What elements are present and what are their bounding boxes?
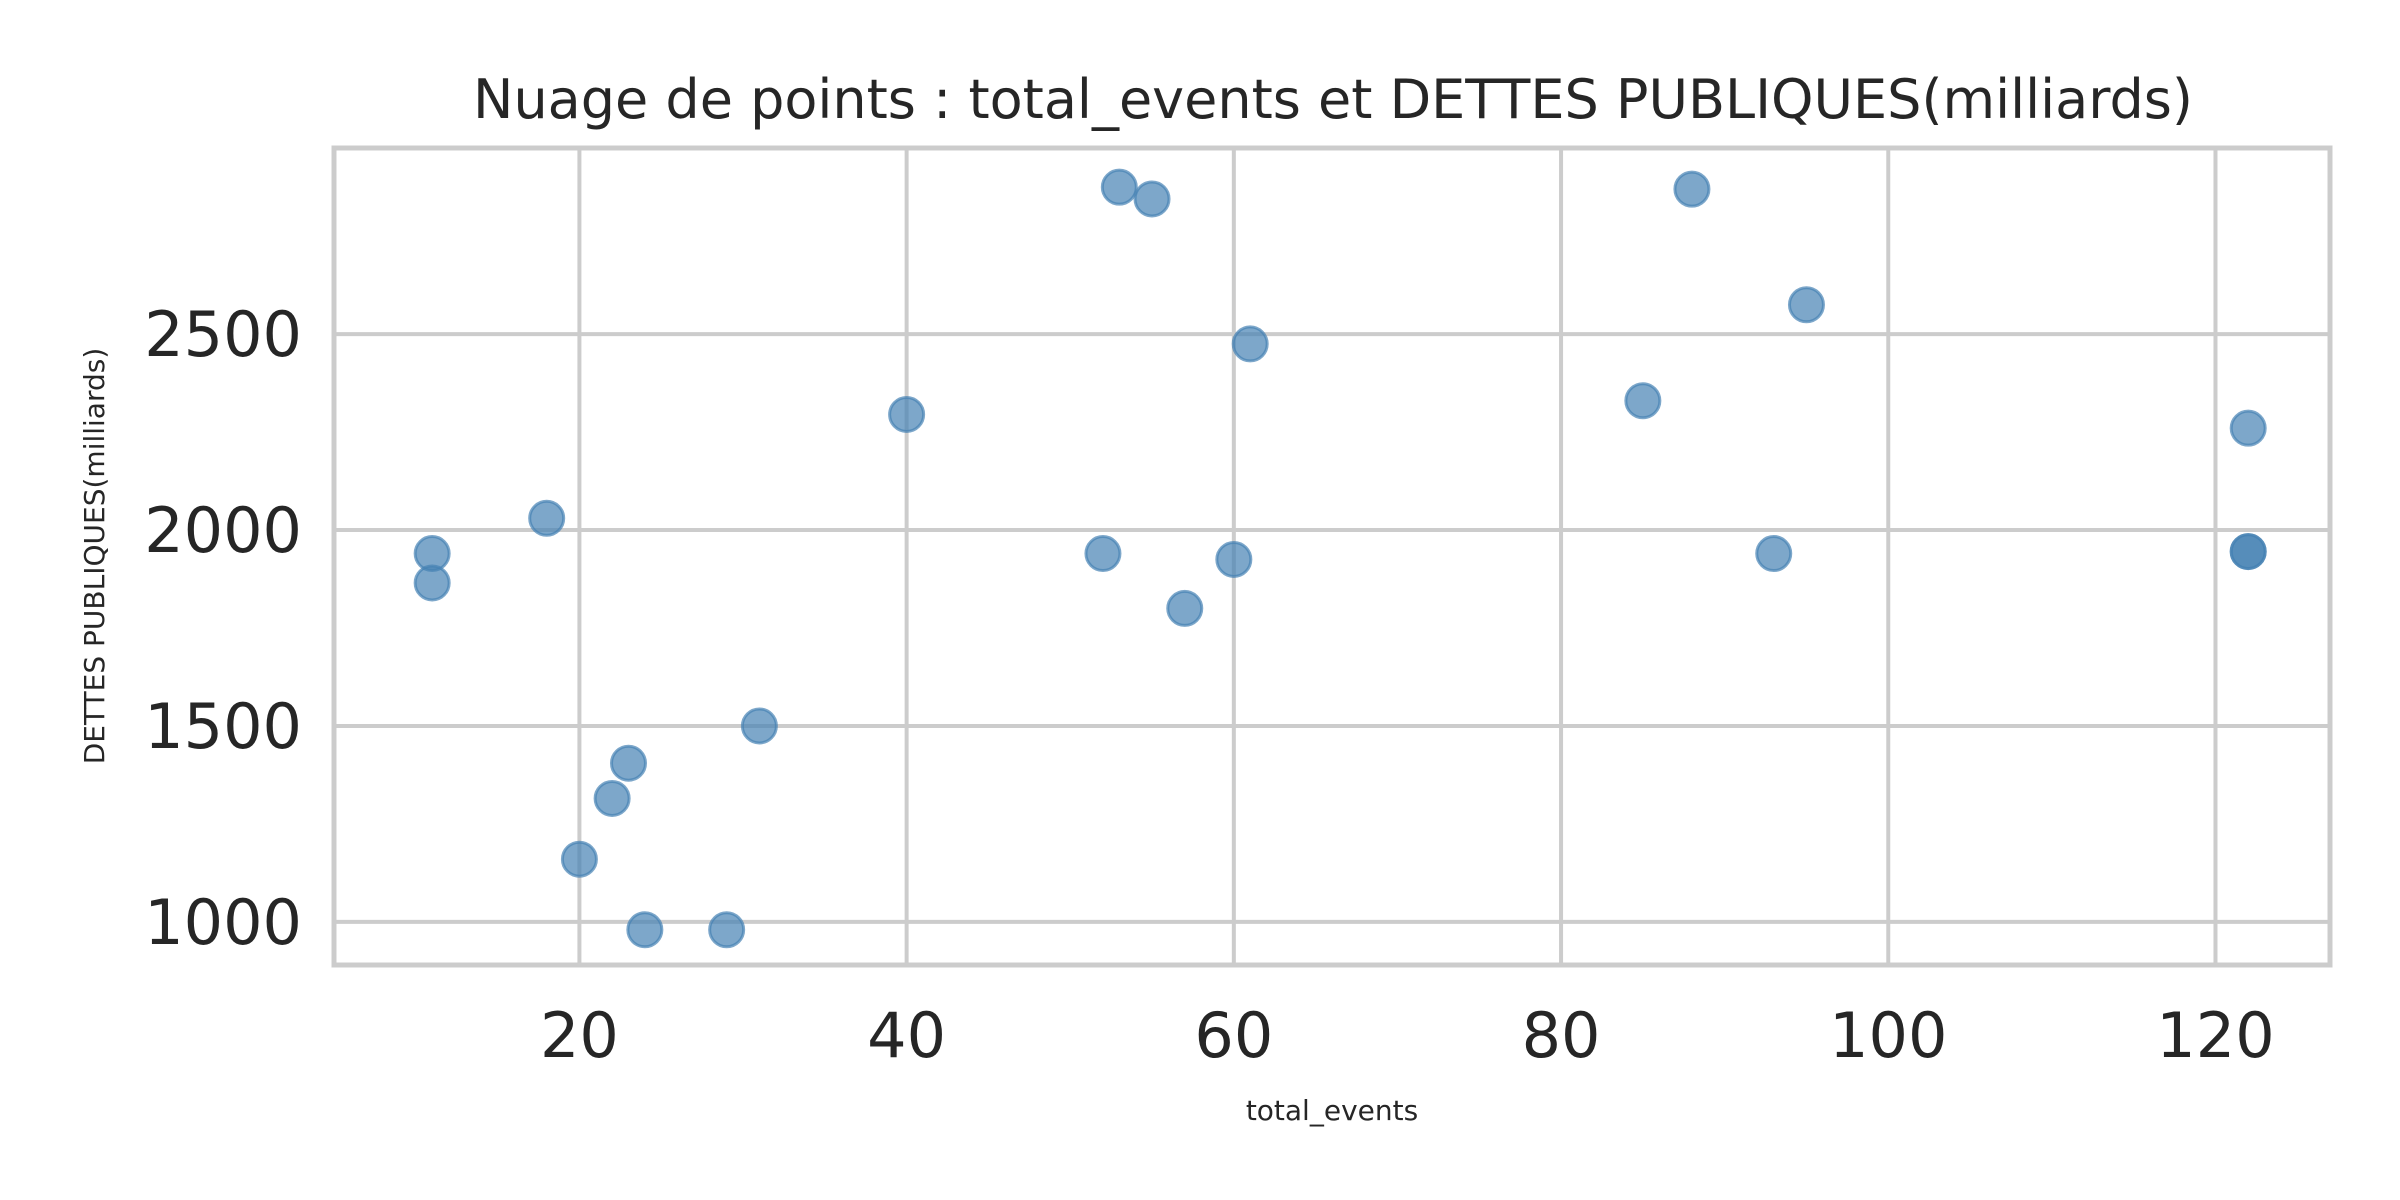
y-tick-label: 2500 bbox=[144, 298, 302, 371]
x-tick-label: 120 bbox=[2156, 999, 2274, 1072]
scatter-point bbox=[2229, 409, 2267, 447]
scatter-point bbox=[1231, 325, 1269, 363]
x-tick-label: 100 bbox=[1829, 999, 1947, 1072]
scatter-point bbox=[626, 911, 664, 949]
scatter-point bbox=[1084, 535, 1122, 573]
y-tick-label: 2000 bbox=[144, 494, 302, 567]
scatter-point bbox=[1133, 180, 1171, 218]
scatter-point bbox=[1215, 540, 1253, 578]
scatter-point bbox=[593, 779, 631, 817]
scatter-point bbox=[708, 911, 746, 949]
x-tick-label: 20 bbox=[540, 999, 619, 1072]
y-axis-tick-labels: 1000 1500 2000 2500 bbox=[144, 298, 302, 959]
x-tick-label: 80 bbox=[1522, 999, 1601, 1072]
y-tick-label: 1500 bbox=[144, 690, 302, 763]
scatter-point bbox=[888, 395, 926, 433]
x-axis-label: total_events bbox=[1246, 1094, 1418, 1127]
scatter-point bbox=[740, 707, 778, 745]
y-tick-label: 1000 bbox=[144, 886, 302, 959]
scatter-point bbox=[1755, 535, 1793, 573]
x-axis-tick-labels: 20 40 60 80 100 120 bbox=[540, 999, 2275, 1072]
data-points bbox=[413, 168, 2267, 949]
scatter-point bbox=[2229, 533, 2267, 571]
scatter-point bbox=[1166, 589, 1204, 627]
chart-title: Nuage de points : total_events et DETTES… bbox=[473, 68, 2193, 131]
scatter-point bbox=[1100, 168, 1138, 206]
scatter-point bbox=[413, 564, 451, 602]
horizontal-gridlines bbox=[334, 332, 2330, 924]
scatter-point bbox=[560, 840, 598, 878]
y-axis-label: DETTES PUBLIQUES(milliards) bbox=[78, 348, 111, 765]
x-tick-label: 40 bbox=[867, 999, 946, 1072]
x-tick-label: 60 bbox=[1194, 999, 1273, 1072]
plot-area bbox=[331, 145, 2333, 968]
scatter-point bbox=[609, 744, 647, 782]
scatter-point bbox=[1624, 382, 1662, 420]
plot-frame bbox=[331, 145, 2333, 968]
scatter-point bbox=[528, 499, 566, 537]
scatter-point bbox=[1673, 170, 1711, 208]
scatter-point bbox=[1787, 286, 1825, 324]
